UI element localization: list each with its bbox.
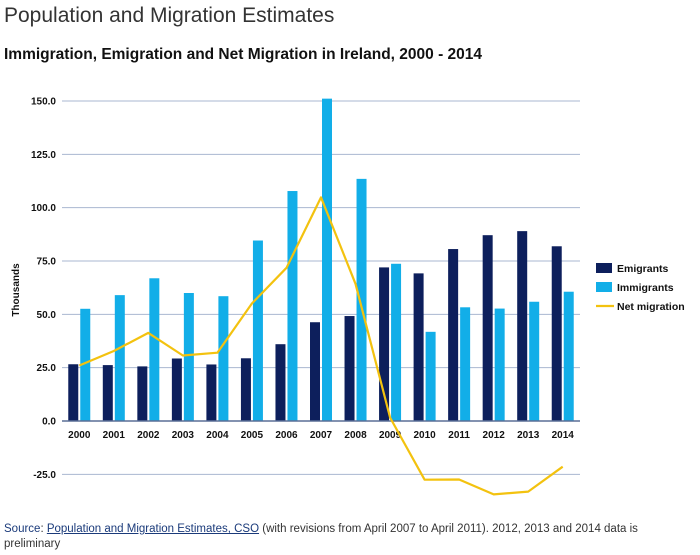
legend-immigrants-swatch (596, 282, 612, 292)
source-note: Source: Population and Migration Estimat… (4, 523, 638, 550)
bar-immigrants (563, 291, 574, 421)
bar-emigrants (551, 246, 562, 421)
bar-emigrants (448, 249, 459, 421)
y-tick-label: 0.0 (42, 417, 56, 428)
bar-immigrants (391, 263, 402, 421)
bar-emigrants (344, 316, 355, 421)
x-tick-label: 2001 (103, 430, 126, 441)
x-tick-label: 2011 (448, 430, 470, 441)
legend-emigrants-swatch (596, 263, 612, 273)
bar-emigrants (68, 364, 79, 421)
x-tick-label: 2013 (517, 430, 540, 441)
chart-title: Immigration, Emigration and Net Migratio… (4, 46, 483, 63)
bar-emigrants (413, 273, 424, 421)
x-tick-label: 2014 (552, 430, 575, 441)
migration-chart: 150.0 125.0 100.0 75.0 50.0 25.0 0.0 -25.0 2000… (11, 97, 685, 496)
bar-immigrants (287, 191, 298, 421)
bar-immigrants (460, 307, 471, 421)
legend: Emigrants Immigrants Net migration (596, 263, 685, 313)
bar-emigrants (379, 267, 390, 421)
bar-emigrants (310, 322, 320, 421)
bar-immigrants (356, 178, 367, 421)
x-tick-label: 2009 (379, 430, 402, 441)
y-tick-label: 100.0 (31, 203, 56, 214)
legend-emigrants-label: Emigrants (617, 263, 669, 275)
y-tick-label: 25.0 (37, 363, 57, 374)
y-axis-ticks: 150.0 125.0 100.0 75.0 50.0 25.0 0.0 -25.0 (31, 97, 56, 481)
x-tick-label: 2004 (206, 430, 229, 441)
bar-immigrants (183, 293, 194, 421)
x-tick-label: 2012 (483, 430, 506, 441)
source-note-text: (with revisions from April 2007 to April… (4, 523, 638, 550)
bar-immigrants (529, 301, 540, 421)
grid-lines (62, 100, 580, 475)
bar-emigrants (137, 366, 148, 421)
y-tick-label: 125.0 (31, 150, 56, 161)
net-migration-series (78, 196, 564, 496)
bar-emigrants (240, 358, 251, 421)
y-tick-label: 75.0 (37, 257, 57, 268)
x-tick-label: 2010 (413, 430, 436, 441)
bar-emigrants (275, 344, 286, 421)
x-tick-label: 2006 (275, 430, 298, 441)
legend-immigrants-label: Immigrants (617, 282, 674, 294)
legend-net-migration-label: Net migration (617, 301, 685, 313)
page-title: Population and Migration Estimates (4, 4, 335, 27)
x-tick-label: 2005 (241, 430, 264, 441)
x-tick-label: 2007 (310, 430, 333, 441)
source-link[interactable]: Population and Migration Estimates, CSO (46, 523, 260, 535)
y-axis-label: Thousands (11, 263, 22, 317)
x-tick-label: 2008 (344, 430, 367, 441)
bar-emigrants (482, 235, 493, 421)
y-tick-label: -25.0 (33, 470, 56, 481)
x-tick-label: 2002 (137, 430, 160, 441)
bar-immigrants (218, 296, 229, 421)
bar-emigrants (171, 358, 182, 421)
bar-emigrants (206, 364, 217, 421)
bars (68, 98, 574, 422)
bar-immigrants (80, 308, 91, 421)
x-tick-label: 2003 (172, 430, 195, 441)
bar-immigrants (252, 240, 263, 421)
bar-immigrants (149, 278, 160, 421)
x-tick-label: 2000 (68, 430, 91, 441)
bar-immigrants (494, 308, 505, 421)
bar-emigrants (102, 365, 113, 421)
bar-immigrants (322, 98, 332, 422)
bar-immigrants (425, 331, 436, 421)
source-label: Source (4, 523, 41, 535)
bar-immigrants (114, 295, 125, 421)
y-tick-label: 150.0 (31, 97, 56, 108)
y-tick-label: 50.0 (37, 310, 57, 321)
bar-emigrants (517, 231, 528, 421)
x-axis-ticks: 2000 2001 2002 2003 2004 2005 2006 2007 2008 2009… (68, 430, 574, 441)
net-migration-line (78, 196, 564, 496)
